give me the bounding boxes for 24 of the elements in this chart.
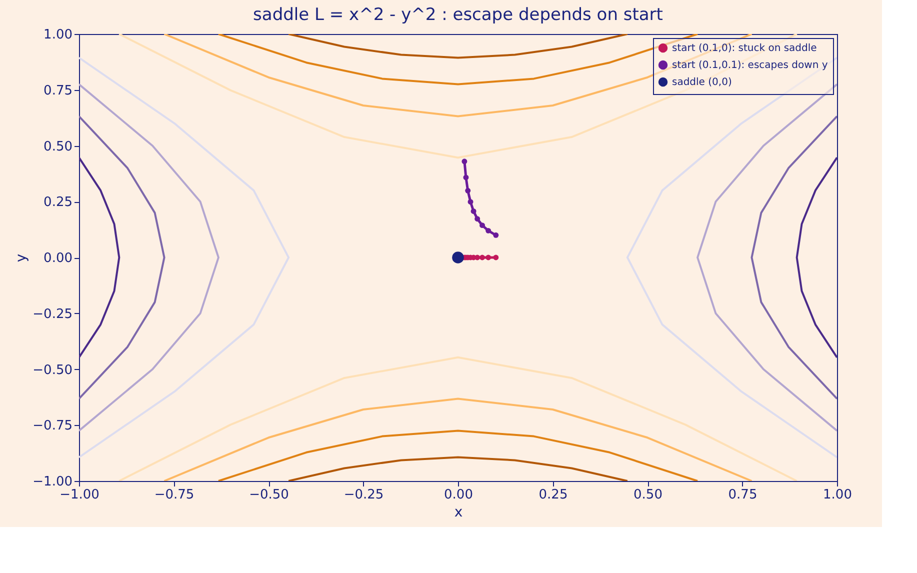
y-tick-label: 0.50 bbox=[44, 139, 72, 154]
y-tick-label: 0.75 bbox=[44, 83, 72, 98]
legend-label: start (0.1,0): stuck on saddle bbox=[672, 43, 817, 54]
x-tick-label: 1.00 bbox=[823, 488, 852, 502]
y-tick-label: −0.75 bbox=[32, 418, 72, 434]
x-tick-label: −0.75 bbox=[154, 488, 194, 502]
x-tick-label: −1.00 bbox=[60, 488, 100, 502]
chart-title: saddle L = x^2 - y^2 : escape depends on start bbox=[253, 5, 664, 25]
x-tick-label: 0.50 bbox=[634, 488, 662, 502]
y-tick-label: 0.25 bbox=[44, 195, 72, 210]
x-tick-label: −0.25 bbox=[344, 488, 384, 502]
y-tick-label: −0.50 bbox=[32, 362, 72, 378]
y-tick-label: 1.00 bbox=[44, 28, 72, 42]
y-tick-label: −1.00 bbox=[32, 474, 72, 490]
x-tick-label: 0.25 bbox=[538, 488, 568, 502]
y-tick-label: 0.00 bbox=[44, 251, 72, 266]
legend-label: start (0.1,0.1): escapes down y bbox=[672, 60, 828, 71]
x-tick-label: 0.75 bbox=[728, 488, 758, 502]
y-axis-title: y bbox=[14, 254, 30, 262]
y-tick-label: −0.25 bbox=[32, 306, 72, 322]
x-axis-title: x bbox=[454, 504, 463, 520]
x-tick-label: −0.50 bbox=[249, 488, 289, 502]
legend-label: saddle (0,0) bbox=[672, 77, 732, 88]
x-tick-label: 0.00 bbox=[444, 488, 473, 502]
